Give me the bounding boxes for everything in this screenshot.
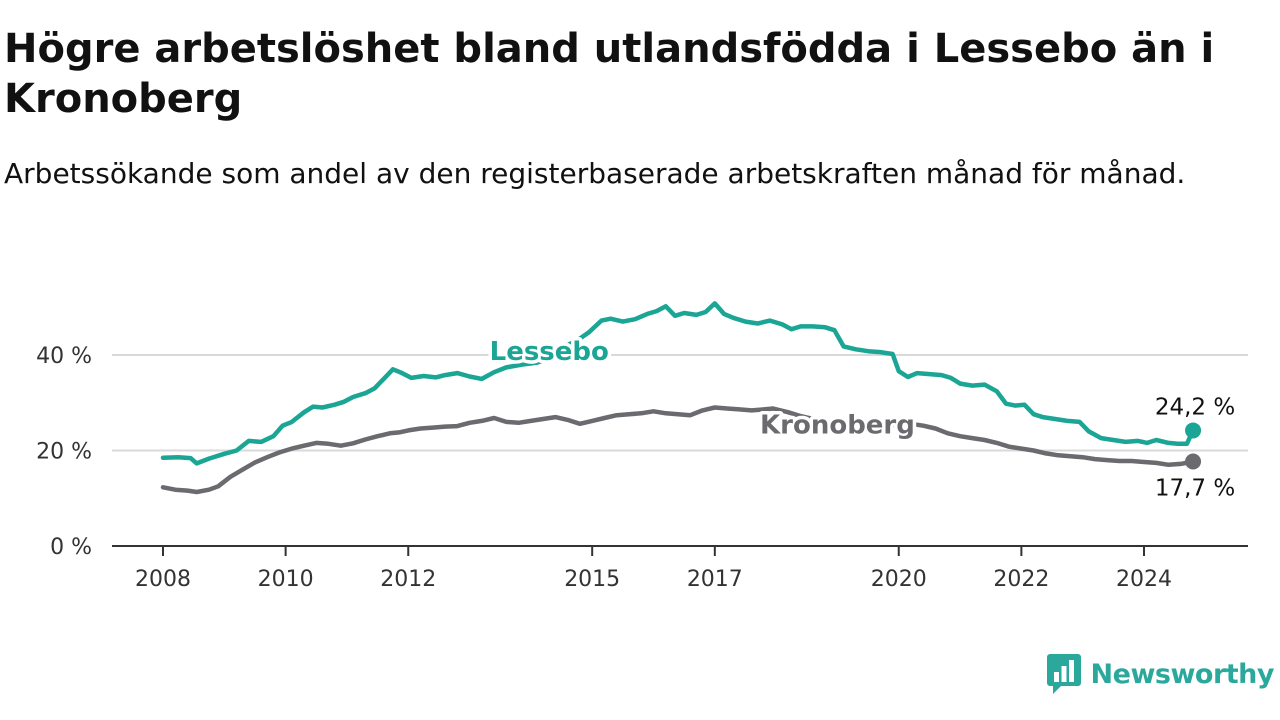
- x-tick-label: 2017: [687, 567, 743, 592]
- endpoint-label-lessebo: 24,2 %: [1155, 394, 1235, 420]
- series-line-kronoberg: [160, 405, 1196, 495]
- x-tick-label: 2012: [380, 567, 436, 592]
- y-tick-label: 40 %: [36, 344, 92, 369]
- x-tick-label: 2020: [871, 567, 927, 592]
- endpoint-marker-lessebo: [1185, 422, 1202, 439]
- x-tick-label: 2015: [564, 567, 620, 592]
- x-axis-ticks: 2008 2010 2012 2015 2017 2020 2022 2024: [135, 546, 1172, 592]
- newsworthy-brand: Newsworthy: [1046, 654, 1275, 694]
- series-line-lessebo: [160, 301, 1196, 466]
- y-tick-label: 0 %: [50, 535, 92, 560]
- brand-name: Newsworthy: [1090, 658, 1275, 690]
- series-lines: [160, 301, 1196, 495]
- y-tick-label: 20 %: [36, 440, 92, 465]
- series-label-lessebo: Lessebo: [490, 337, 609, 367]
- series-endpoints: 24,2 % 17,7 %: [1155, 394, 1235, 501]
- endpoint-label-kronoberg: 17,7 %: [1155, 475, 1235, 501]
- endpoint-marker-kronoberg: [1185, 453, 1202, 470]
- series-label-kronoberg: Kronoberg: [760, 411, 915, 441]
- x-tick-label: 2008: [135, 567, 191, 592]
- x-tick-label: 2022: [993, 567, 1049, 592]
- chart-subtitle: Arbetssökande som andel av den registerb…: [4, 157, 1186, 190]
- x-tick-label: 2010: [258, 567, 314, 592]
- x-tick-label: 2024: [1116, 567, 1172, 592]
- chart-title: Högre arbetslöshet bland utlandsfödda i …: [4, 26, 1215, 122]
- gridlines: [112, 354, 1248, 452]
- newsworthy-logo-icon: [1046, 654, 1081, 694]
- series-labels: Lessebo Kronoberg: [486, 334, 918, 445]
- y-axis-ticks: 0 % 20 % 40 %: [36, 344, 92, 560]
